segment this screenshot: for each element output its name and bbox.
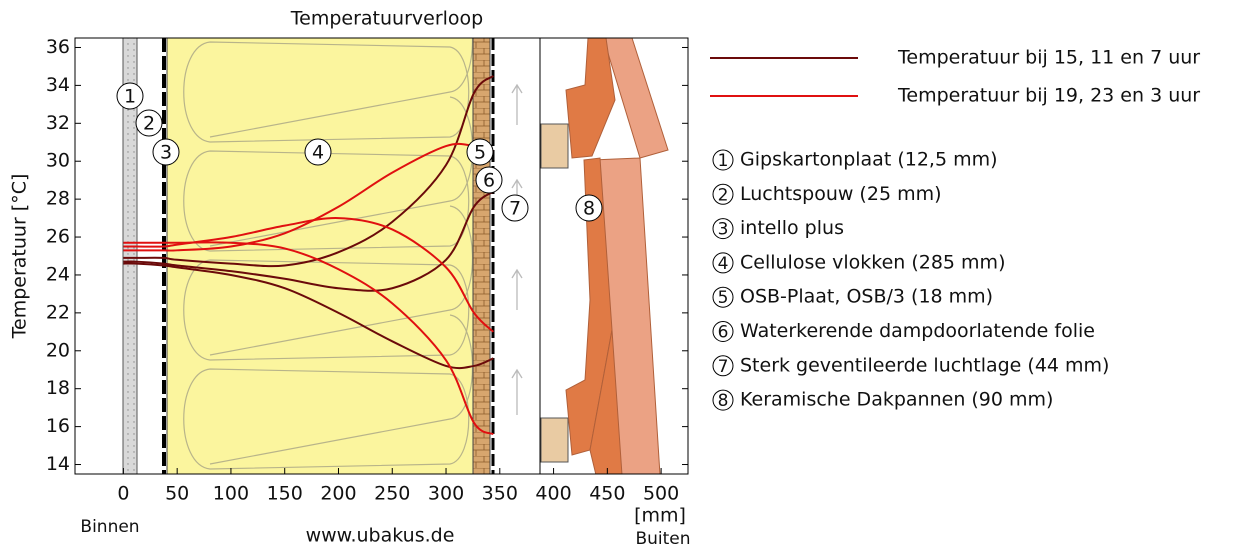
layer-number: 4 — [312, 142, 324, 164]
temperature-curve — [123, 217, 495, 333]
wall-section — [75, 38, 688, 474]
temperature-curve — [123, 142, 494, 252]
insulation-pattern — [209, 38, 473, 138]
insulation-pattern — [183, 150, 470, 252]
y-tick-label: 20 — [46, 339, 70, 361]
layer-number: 8 — [583, 198, 595, 220]
layer-legend-number: 4 — [718, 254, 729, 274]
x-tick-label: 400 — [535, 483, 571, 505]
layer-legend-number: 7 — [718, 357, 729, 377]
layer-marker — [152, 138, 180, 166]
layer-legend-marker — [712, 183, 734, 205]
layer-number: 2 — [143, 113, 155, 135]
layer-marker — [575, 194, 603, 222]
layer-number: 1 — [124, 86, 136, 108]
x-tick-label: 250 — [374, 483, 410, 505]
layer-legend-number: 2 — [718, 185, 729, 205]
x-tick-label: 450 — [589, 483, 625, 505]
y-tick-label: 32 — [46, 112, 70, 134]
x-tick-label: 50 — [165, 483, 189, 505]
layer-marker — [501, 194, 529, 222]
layer-marker — [304, 138, 332, 166]
layer-legend-marker — [712, 389, 734, 411]
y-tick-label: 26 — [46, 226, 70, 248]
insulation-pattern — [209, 314, 473, 465]
layer-legend-label: OSB-Plaat, OSB/3 (18 mm) — [740, 286, 993, 308]
layer-legend-number: 8 — [718, 391, 729, 411]
insulation-pattern — [183, 259, 470, 361]
y-tick-label: 36 — [46, 36, 70, 58]
layer-marker — [116, 82, 144, 110]
temperature-curve — [123, 241, 494, 436]
layer-number: 5 — [474, 142, 486, 164]
temperature-curve — [123, 190, 494, 292]
layer-legend-number: 5 — [718, 288, 729, 308]
outside-label: Buiten — [635, 529, 690, 549]
x-tick-label: 100 — [213, 483, 249, 505]
layer-marker — [466, 138, 494, 166]
layer-legend-marker — [712, 218, 734, 240]
x-tick-label: 300 — [428, 483, 464, 505]
y-tick-label: 34 — [46, 74, 70, 96]
layer-legend-label: Gipskartonplaat (12,5 mm) — [740, 149, 998, 171]
y-tick-label: 24 — [46, 263, 70, 285]
layer-legend-label: Luchtspouw (25 mm) — [740, 183, 942, 205]
inside-label: Binnen — [80, 517, 139, 537]
legend-label: Temperatuur bij 15, 11 en 7 uur — [897, 47, 1200, 69]
x-tick-label: 0 — [117, 483, 129, 505]
layer-legend-marker — [712, 321, 734, 342]
x-tick-label: 350 — [482, 483, 518, 505]
y-axis-label: Temperatuur [°C] — [9, 174, 31, 340]
y-tick-label: 14 — [46, 453, 70, 475]
x-tick-label: 500 — [643, 483, 679, 505]
y-tick-label: 16 — [46, 415, 70, 437]
x-tick-label: 150 — [267, 483, 303, 505]
y-tick-label: 22 — [46, 301, 70, 323]
layer-marker — [475, 166, 503, 194]
layer-legend-marker — [712, 355, 734, 377]
temperature-curve — [123, 75, 495, 268]
temperature-curve — [123, 262, 494, 370]
layer-legend-marker — [712, 252, 734, 274]
x-tick-label: 200 — [320, 483, 356, 505]
source: www.ubakus.de — [306, 525, 455, 547]
legend-label: Temperatuur bij 19, 23 en 3 uur — [897, 85, 1200, 107]
y-tick-label: 18 — [46, 377, 70, 399]
layer-legend-label: Keramische Dakpannen (90 mm) — [740, 389, 1053, 411]
layer-legend-label: Waterkerende dampdoorlatende folie — [740, 320, 1095, 342]
layer-legend-label: Cellulose vlokken (285 mm) — [740, 251, 1005, 273]
insulation-pattern — [209, 205, 473, 356]
layer-number: 3 — [160, 142, 172, 164]
plot-frame — [74, 37, 689, 475]
y-tick-label: 28 — [46, 188, 70, 210]
layer-legend-number: 3 — [718, 220, 729, 240]
insulation-pattern — [183, 368, 470, 470]
layer-legend-marker — [712, 286, 734, 308]
layer-legend-marker — [712, 149, 734, 171]
layer-legend-number: 6 — [718, 323, 729, 343]
y-tick-label: 30 — [46, 150, 70, 172]
layer-legend-label: intello plus — [740, 217, 844, 239]
layer-legend-number: 1 — [718, 151, 729, 171]
layer-number: 7 — [509, 198, 521, 220]
layer-marker — [135, 109, 163, 137]
chart-title: Temperatuurverloop — [290, 8, 483, 30]
insulation-pattern — [183, 41, 470, 143]
x-unit: [mm] — [634, 505, 686, 527]
layer-number: 6 — [483, 170, 495, 192]
layer-legend-label: Sterk geventileerde luchtlage (44 mm) — [740, 354, 1109, 376]
